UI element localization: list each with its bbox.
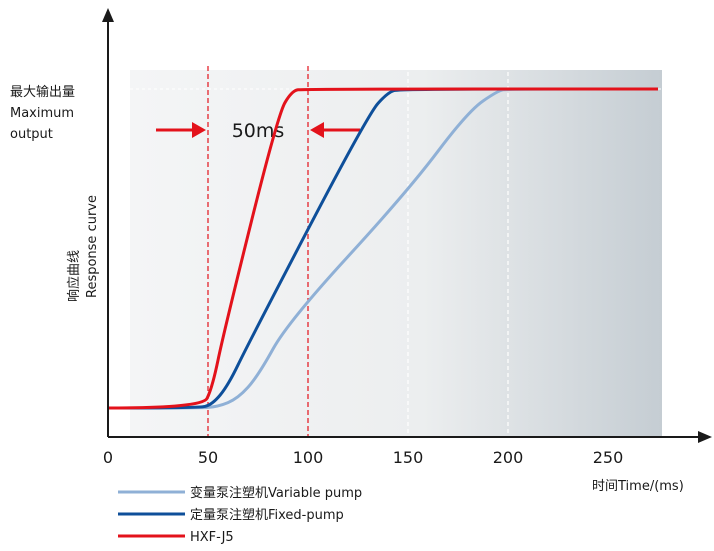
y-axis-label-en: Response curve: [85, 195, 100, 298]
y-axis-arrow: [102, 8, 114, 22]
y-axis-label-cn: 响应曲线: [66, 250, 82, 302]
x-tick-label: 200: [493, 448, 524, 467]
x-axis-unit-label: 时间Time/(ms): [592, 479, 684, 494]
legend: 变量泵注塑机Variable pump 定量泵注塑机Fixed-pump HXF-J…: [118, 485, 362, 545]
x-axis-arrow: [698, 431, 712, 443]
legend-label-1: 定量泵注塑机Fixed-pump: [190, 508, 344, 523]
x-tick-label: 100: [293, 448, 324, 467]
y-max-label-cn: 最大输出量: [10, 84, 75, 100]
y-max-label-en-1: Maximum: [10, 106, 74, 121]
x-tick-label: 150: [393, 448, 424, 467]
plot-background: [130, 70, 662, 438]
x-tick-labels: 0 50 100 150 200 250: [103, 448, 623, 467]
x-tick-label: 0: [103, 448, 113, 467]
x-tick-label: 50: [198, 448, 218, 467]
legend-label-2: HXF-J5: [190, 530, 234, 545]
y-max-label-en-2: output: [10, 127, 53, 142]
x-tick-label: 250: [593, 448, 624, 467]
legend-label-0: 变量泵注塑机Variable pump: [190, 485, 362, 501]
